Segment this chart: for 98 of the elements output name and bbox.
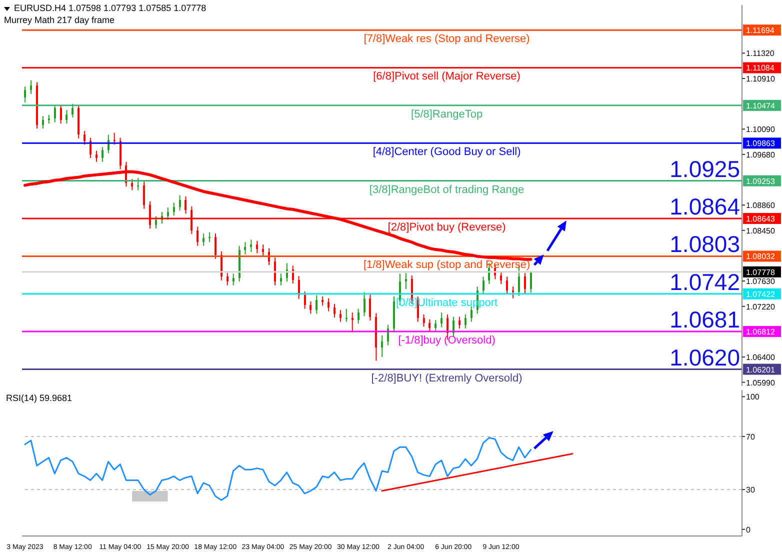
candlestick	[208, 232, 211, 243]
y-tick-label: 1.07630	[746, 277, 776, 286]
ref-line-label: [3/8]RangeBot of trading Range	[369, 184, 524, 196]
candlestick	[274, 257, 276, 286]
y-tick-label: 1.07220	[746, 302, 776, 312]
candlestick	[500, 271, 502, 285]
candlestick	[172, 202, 175, 216]
annotation: 1.0864	[670, 193, 740, 220]
candlestick	[184, 196, 187, 214]
y-tick-label: 100	[746, 392, 760, 402]
candlestick	[202, 232, 205, 246]
candlestick	[154, 216, 157, 230]
candlestick	[322, 296, 324, 306]
y-tick-label: 1.10474	[746, 101, 776, 110]
candlestick	[482, 276, 484, 294]
y-tick-label: 1.08032	[746, 252, 776, 262]
candlestick	[357, 308, 360, 324]
candlestick	[434, 319, 437, 332]
y-tick-label: 1.05990	[746, 378, 776, 388]
candlestick	[166, 207, 169, 220]
annotation: 1.0925	[670, 156, 740, 182]
candlestick	[328, 298, 330, 312]
candlestick	[339, 310, 342, 322]
ref-line-label: [-1/8]buy (Oversold)	[398, 334, 496, 347]
annotation: 1.0803	[670, 231, 740, 258]
candlestick	[250, 239, 252, 252]
candlestick	[226, 272, 228, 286]
y-tick-label: 1.08450	[746, 226, 776, 236]
candlestick	[131, 178, 134, 191]
candlestick	[440, 312, 443, 328]
ref-line-label: [6/8]Pivot sell (Major Reverse)	[373, 70, 520, 83]
candlestick	[178, 194, 181, 212]
y-tick-label: 1.06812	[746, 328, 776, 337]
candlestick	[334, 303, 336, 318]
y-tick-label: 1.10910	[746, 74, 776, 84]
y-tick-label: 1.08643	[746, 214, 776, 224]
ref-line-label: [2/8]Pivot buy (Reverse)	[388, 221, 506, 234]
candlestick	[95, 150, 98, 162]
candlestick	[60, 104, 62, 124]
candlestick	[42, 116, 44, 129]
candlestick	[113, 132, 116, 146]
annotation: 1.0742	[670, 268, 740, 295]
candlestick	[24, 86, 26, 104]
candlestick	[214, 232, 216, 260]
candlestick	[404, 272, 407, 290]
candlestick	[458, 316, 460, 330]
candlestick	[345, 308, 348, 322]
y-tick-label: 1.06400	[746, 352, 776, 362]
candlestick	[506, 276, 508, 294]
line-series	[24, 437, 532, 501]
ref-line-label: [5/8]RangeTop	[411, 108, 483, 120]
candlestick	[316, 294, 318, 314]
candlestick	[262, 244, 264, 256]
y-tick-label: 1.07422	[746, 290, 776, 299]
y-tick-label: 1.09253	[746, 176, 776, 186]
candlestick	[530, 270, 532, 294]
candlestick	[381, 334, 384, 358]
y-tick-label: 0	[746, 525, 751, 534]
candlestick	[54, 104, 56, 123]
y-tick-label: 1.11084	[746, 64, 775, 73]
candlestick	[428, 318, 431, 332]
candlestick	[30, 80, 32, 94]
candlestick	[143, 181, 146, 210]
candlestick	[363, 292, 366, 317]
candlestick	[196, 226, 199, 246]
y-tick-label: 1.06201	[746, 365, 776, 374]
candlestick	[72, 103, 74, 118]
candlestick	[232, 273, 234, 286]
candlestick	[369, 294, 372, 322]
y-tick-label: 1.07778	[746, 268, 776, 277]
text: Murrey Math 217 day frame	[4, 14, 116, 26]
chart-title: RSI(14) 59.9681	[6, 392, 72, 404]
chart-title: EURUSD.H4 1.07598 1.07793 1.07585 1.07778	[14, 2, 206, 14]
candlestick	[524, 272, 526, 294]
y-tick-label: 1.11694	[746, 26, 775, 36]
candlestick	[464, 314, 466, 330]
y-tick-label: 1.10090	[746, 125, 776, 134]
y-tick-label: 30	[746, 486, 756, 495]
candlestick	[304, 291, 306, 310]
candlestick	[256, 240, 258, 254]
candlestick	[101, 146, 104, 162]
annotation: 1.0681	[670, 306, 740, 333]
ref-line-label: [7/8]Weak res (Stop and Reverse)	[364, 33, 530, 46]
y-tick-label: 1.09863	[746, 139, 776, 148]
candlestick	[280, 273, 282, 286]
candlestick	[84, 130, 86, 146]
candlestick	[351, 312, 354, 333]
ref-line-label: [4/8]Center (Good Buy or Sell)	[372, 146, 521, 158]
y-tick-label: 70	[746, 432, 756, 442]
candlestick	[66, 109, 68, 124]
y-tick-label: 1.09680	[746, 150, 776, 160]
candlestick	[244, 242, 246, 255]
candlestick	[422, 314, 425, 328]
y-tick-label: 1.08860	[746, 201, 776, 210]
annotation: 1.0620	[670, 344, 740, 370]
candlestick	[310, 300, 312, 314]
y-tick-label: 1.11320	[746, 49, 775, 58]
ref-line-label: [-2/8]BUY! (Extremly Oversold)	[371, 372, 522, 384]
